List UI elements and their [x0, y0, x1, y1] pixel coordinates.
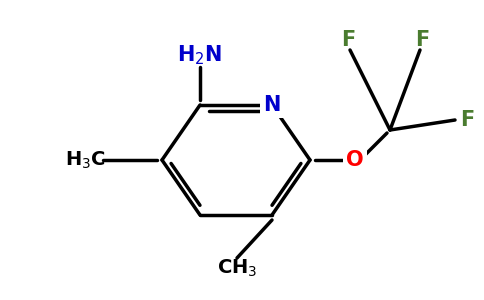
Text: H$_2$N: H$_2$N: [178, 43, 223, 67]
Text: CH$_3$: CH$_3$: [217, 257, 257, 279]
Text: F: F: [460, 110, 474, 130]
Text: O: O: [346, 150, 364, 170]
Text: F: F: [415, 30, 429, 50]
Text: H$_3$C: H$_3$C: [64, 149, 106, 171]
Text: N: N: [263, 95, 281, 115]
Text: F: F: [341, 30, 355, 50]
